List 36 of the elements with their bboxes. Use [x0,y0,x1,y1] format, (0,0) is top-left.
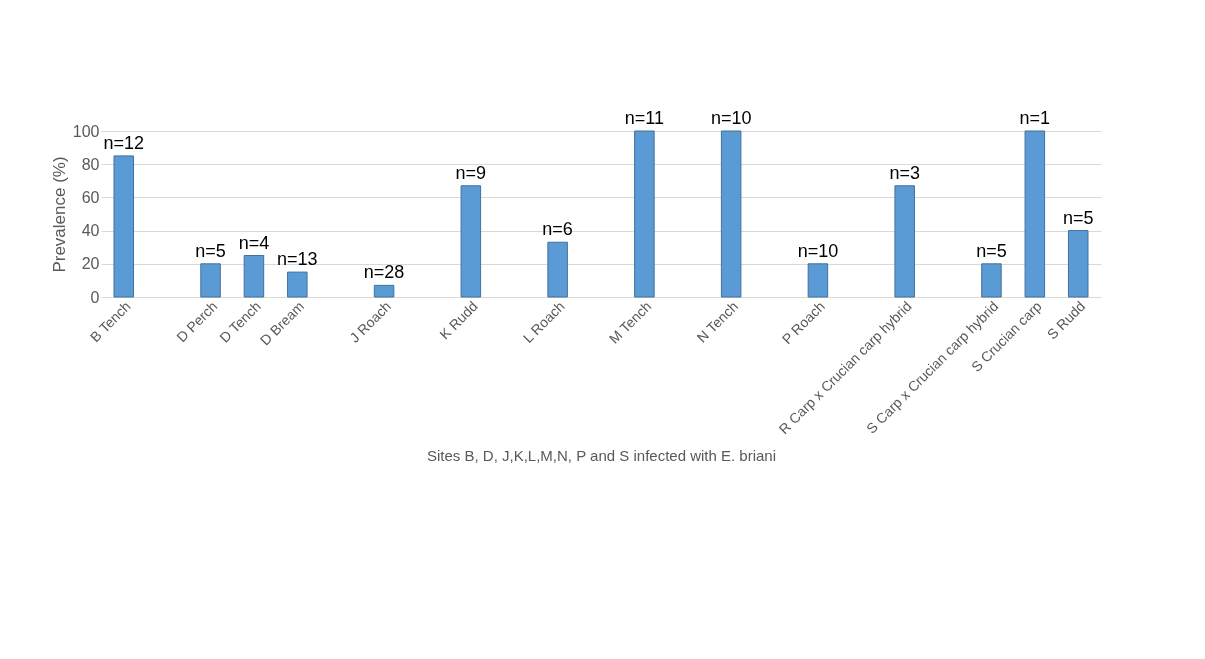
y-tick-label: 20 [81,255,100,273]
annotation: n=5 [195,240,226,261]
annotation: n=5 [976,240,1007,261]
annotation: n=11 [624,108,664,128]
annotation: n=4 [238,232,270,253]
annotation: n=6 [542,219,573,240]
y-tick-label: 40 [81,222,100,240]
bar [1024,130,1046,298]
bar [634,130,655,298]
bar [287,271,308,298]
bar [113,155,135,298]
bar [981,263,1002,298]
annotation: n=10 [797,240,839,261]
y-tick-label: 80 [81,155,100,173]
bar [547,241,568,298]
bar [720,130,742,298]
x-axis-title: Sites B, D, J,K,L,M,N, P and S infected with E. briani [426,447,777,465]
bar [200,263,221,298]
annotation: n=13 [277,249,318,270]
y-axis-title: Prevalence (%) [49,156,69,273]
annotation: n=9 [455,162,487,183]
annotation: n=1 [1019,108,1051,128]
bar [1067,230,1089,298]
y-tick-label: 0 [90,288,100,306]
y-tick-label: 100 [72,122,100,140]
bar [243,255,265,298]
annotation: n=12 [103,132,145,153]
bar [894,185,915,298]
annotation: n=10 [710,108,752,128]
annotation: n=3 [889,162,920,183]
annotation: n=5 [1062,207,1094,228]
annotation: n=28 [363,262,405,283]
bar [373,284,395,298]
bar [807,263,829,298]
y-tick-label: 60 [81,188,100,206]
bar [460,185,482,298]
